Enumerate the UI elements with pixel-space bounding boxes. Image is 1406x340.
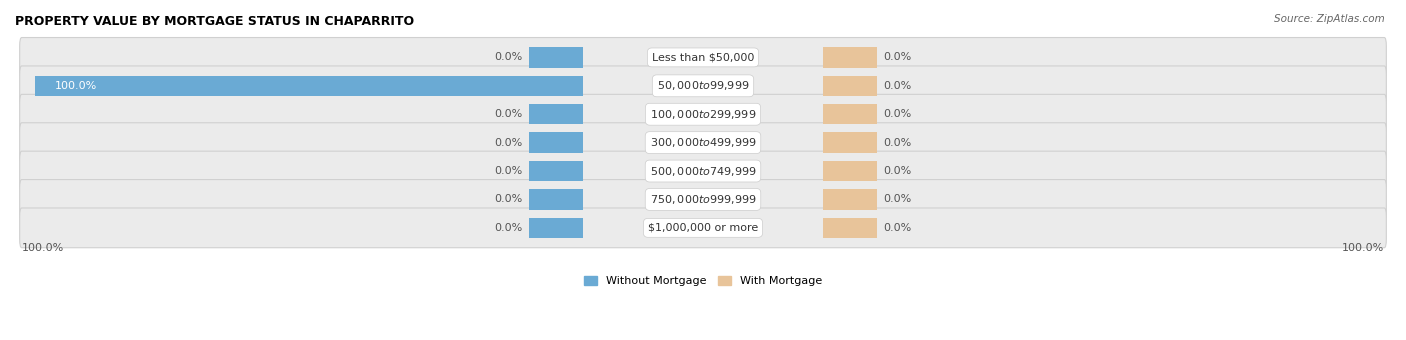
Bar <box>529 161 582 181</box>
Bar <box>529 218 582 238</box>
FancyBboxPatch shape <box>20 208 1386 248</box>
Text: 0.0%: 0.0% <box>495 223 523 233</box>
Bar <box>529 47 582 68</box>
Text: 0.0%: 0.0% <box>883 109 911 119</box>
Legend: Without Mortgage, With Mortgage: Without Mortgage, With Mortgage <box>579 271 827 290</box>
Text: $500,000 to $749,999: $500,000 to $749,999 <box>650 165 756 177</box>
Bar <box>529 189 582 210</box>
FancyBboxPatch shape <box>20 151 1386 191</box>
FancyBboxPatch shape <box>20 94 1386 134</box>
Bar <box>824 218 877 238</box>
Text: 0.0%: 0.0% <box>883 223 911 233</box>
Text: 0.0%: 0.0% <box>495 166 523 176</box>
Text: Less than $50,000: Less than $50,000 <box>652 52 754 63</box>
Bar <box>824 47 877 68</box>
Bar <box>35 75 582 96</box>
Text: 0.0%: 0.0% <box>883 52 911 63</box>
Text: 0.0%: 0.0% <box>883 138 911 148</box>
Bar <box>529 104 582 124</box>
Bar <box>529 132 582 153</box>
Bar <box>824 161 877 181</box>
Bar <box>824 104 877 124</box>
Text: 0.0%: 0.0% <box>495 109 523 119</box>
Text: 100.0%: 100.0% <box>21 243 63 253</box>
FancyBboxPatch shape <box>20 37 1386 77</box>
Bar <box>824 132 877 153</box>
Text: 0.0%: 0.0% <box>883 166 911 176</box>
Bar <box>824 189 877 210</box>
Text: $750,000 to $999,999: $750,000 to $999,999 <box>650 193 756 206</box>
Text: 0.0%: 0.0% <box>495 194 523 204</box>
FancyBboxPatch shape <box>20 180 1386 219</box>
Text: PROPERTY VALUE BY MORTGAGE STATUS IN CHAPARRITO: PROPERTY VALUE BY MORTGAGE STATUS IN CHA… <box>15 15 415 28</box>
Text: 0.0%: 0.0% <box>883 81 911 91</box>
Text: 0.0%: 0.0% <box>495 138 523 148</box>
Text: $1,000,000 or more: $1,000,000 or more <box>648 223 758 233</box>
FancyBboxPatch shape <box>20 66 1386 106</box>
Text: 100.0%: 100.0% <box>55 81 97 91</box>
FancyBboxPatch shape <box>20 123 1386 163</box>
Text: 0.0%: 0.0% <box>883 194 911 204</box>
Text: 100.0%: 100.0% <box>1343 243 1385 253</box>
Text: $300,000 to $499,999: $300,000 to $499,999 <box>650 136 756 149</box>
Text: Source: ZipAtlas.com: Source: ZipAtlas.com <box>1274 14 1385 23</box>
Bar <box>824 75 877 96</box>
Text: $100,000 to $299,999: $100,000 to $299,999 <box>650 108 756 121</box>
Text: $50,000 to $99,999: $50,000 to $99,999 <box>657 79 749 92</box>
Text: 0.0%: 0.0% <box>495 52 523 63</box>
